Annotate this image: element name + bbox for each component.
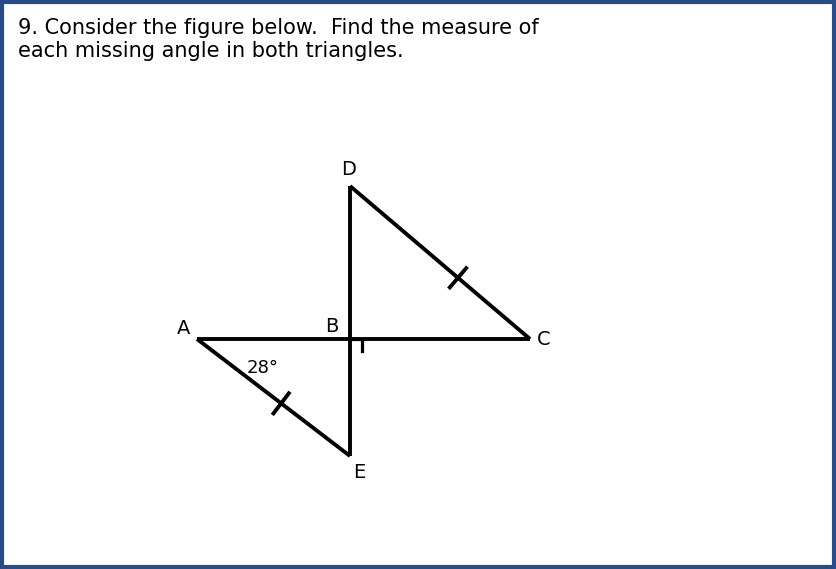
Text: B: B — [325, 317, 339, 336]
Text: A: A — [176, 319, 190, 337]
Text: C: C — [537, 329, 550, 348]
Text: E: E — [353, 463, 365, 482]
Text: D: D — [341, 160, 355, 179]
Text: 9. Consider the figure below.  Find the measure of
each missing angle in both tr: 9. Consider the figure below. Find the m… — [18, 18, 538, 61]
Text: 28°: 28° — [247, 359, 278, 377]
